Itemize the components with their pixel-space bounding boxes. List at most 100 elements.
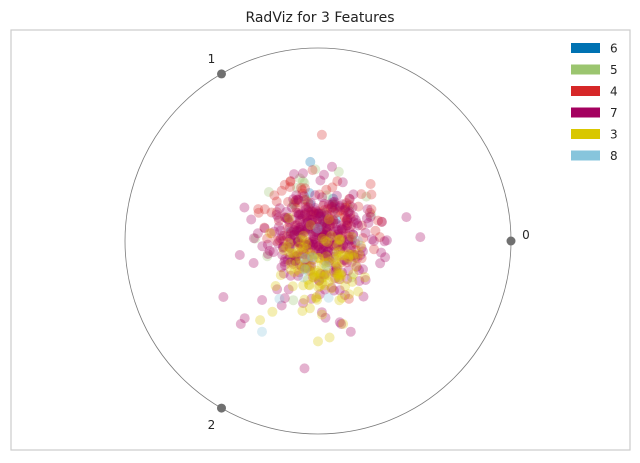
data-point	[329, 254, 340, 264]
data-point	[316, 272, 327, 283]
data-point	[333, 235, 344, 246]
data-point	[303, 202, 314, 213]
data-point	[294, 225, 305, 235]
data-point	[302, 241, 312, 251]
data-point	[319, 198, 330, 209]
data-point	[365, 211, 376, 222]
data-point	[282, 255, 293, 265]
data-point	[337, 292, 347, 303]
data-point	[248, 233, 259, 244]
data-point	[321, 260, 332, 271]
data-point	[279, 293, 290, 304]
data-point	[302, 217, 313, 228]
data-point	[333, 268, 344, 279]
data-point	[380, 252, 391, 263]
data-point	[321, 238, 332, 249]
data-point	[270, 281, 281, 291]
data-point	[281, 241, 292, 252]
data-point	[348, 249, 359, 260]
data-point	[271, 207, 282, 218]
data-point	[330, 257, 341, 268]
data-point	[318, 232, 329, 243]
series-6-points	[285, 156, 342, 247]
data-point	[319, 269, 330, 280]
data-point	[348, 229, 359, 240]
data-point	[296, 238, 306, 249]
data-point	[275, 233, 286, 244]
data-point	[299, 262, 310, 273]
data-point	[297, 176, 308, 187]
data-point	[278, 242, 289, 253]
data-point	[257, 326, 267, 337]
data-point	[323, 238, 334, 249]
data-point	[284, 213, 295, 223]
data-point	[300, 194, 311, 205]
data-point	[343, 207, 354, 218]
data-point	[369, 244, 379, 255]
data-point	[257, 241, 268, 252]
data-point	[319, 218, 330, 229]
data-point	[323, 253, 334, 264]
data-point	[297, 185, 308, 196]
data-point	[265, 228, 276, 239]
data-point	[290, 256, 301, 266]
data-point	[298, 298, 309, 309]
data-point	[332, 238, 343, 248]
data-point	[323, 243, 333, 254]
data-point	[293, 218, 304, 229]
data-point	[287, 239, 298, 249]
data-point	[295, 248, 306, 259]
data-point	[334, 250, 345, 261]
data-point	[293, 207, 304, 218]
data-point	[283, 238, 294, 248]
data-point	[268, 247, 279, 258]
data-point	[295, 227, 306, 237]
data-point	[318, 230, 329, 241]
data-point	[307, 230, 318, 241]
data-point	[349, 237, 360, 248]
data-point	[280, 212, 291, 223]
data-point	[326, 283, 337, 294]
data-point	[330, 199, 340, 210]
data-point	[314, 241, 325, 252]
data-point	[299, 209, 310, 220]
data-point	[292, 237, 303, 248]
data-point	[366, 204, 377, 215]
data-point	[266, 228, 277, 239]
data-point	[343, 250, 354, 261]
data-point	[279, 212, 290, 223]
data-point	[331, 268, 342, 279]
data-point	[415, 232, 426, 243]
data-point	[356, 243, 367, 254]
data-point	[329, 246, 340, 257]
data-point	[317, 232, 328, 243]
data-point	[331, 265, 341, 276]
anchor-0-label: 0	[522, 228, 530, 242]
data-point	[326, 232, 337, 243]
data-point	[313, 244, 324, 255]
data-point	[328, 215, 339, 226]
data-point	[298, 272, 309, 283]
data-point	[327, 202, 338, 213]
data-point	[350, 244, 361, 255]
legend-swatch-6	[571, 43, 600, 53]
data-point	[314, 189, 325, 200]
data-point	[321, 257, 332, 268]
data-point	[300, 202, 311, 213]
data-point	[298, 238, 309, 249]
data-point	[299, 191, 309, 202]
data-point	[274, 235, 285, 246]
data-point	[311, 265, 322, 276]
data-point	[294, 267, 305, 278]
data-point	[309, 249, 320, 260]
data-point	[292, 225, 303, 236]
data-point	[262, 239, 273, 250]
data-point	[321, 225, 332, 236]
data-point	[335, 274, 346, 285]
legend-swatch-8	[571, 150, 600, 161]
data-point	[343, 293, 354, 304]
data-point	[301, 253, 312, 264]
data-point	[345, 249, 356, 260]
data-point	[338, 224, 348, 235]
data-point	[276, 300, 287, 311]
